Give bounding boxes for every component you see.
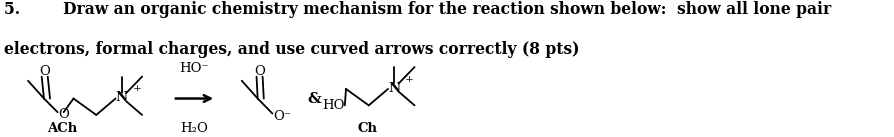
Text: +: + bbox=[132, 84, 141, 93]
Text: H₂O: H₂O bbox=[181, 122, 208, 135]
Text: 5.        Draw an organic chemistry mechanism for the reaction shown below:  sho: 5. Draw an organic chemistry mechanism f… bbox=[4, 1, 831, 18]
Text: HO: HO bbox=[322, 99, 344, 112]
Text: &: & bbox=[308, 92, 321, 105]
Text: HO⁻: HO⁻ bbox=[180, 62, 209, 75]
Text: ACh: ACh bbox=[47, 122, 77, 135]
Text: electrons, formal charges, and use curved arrows correctly (8 pts): electrons, formal charges, and use curve… bbox=[4, 41, 578, 58]
Text: O: O bbox=[254, 65, 265, 78]
Text: O: O bbox=[39, 65, 50, 78]
Text: +: + bbox=[404, 75, 413, 84]
Text: N: N bbox=[115, 91, 128, 104]
Text: Ch: Ch bbox=[358, 122, 377, 135]
Text: O⁻: O⁻ bbox=[273, 109, 291, 122]
Text: O: O bbox=[58, 108, 69, 121]
Text: N: N bbox=[388, 82, 400, 95]
